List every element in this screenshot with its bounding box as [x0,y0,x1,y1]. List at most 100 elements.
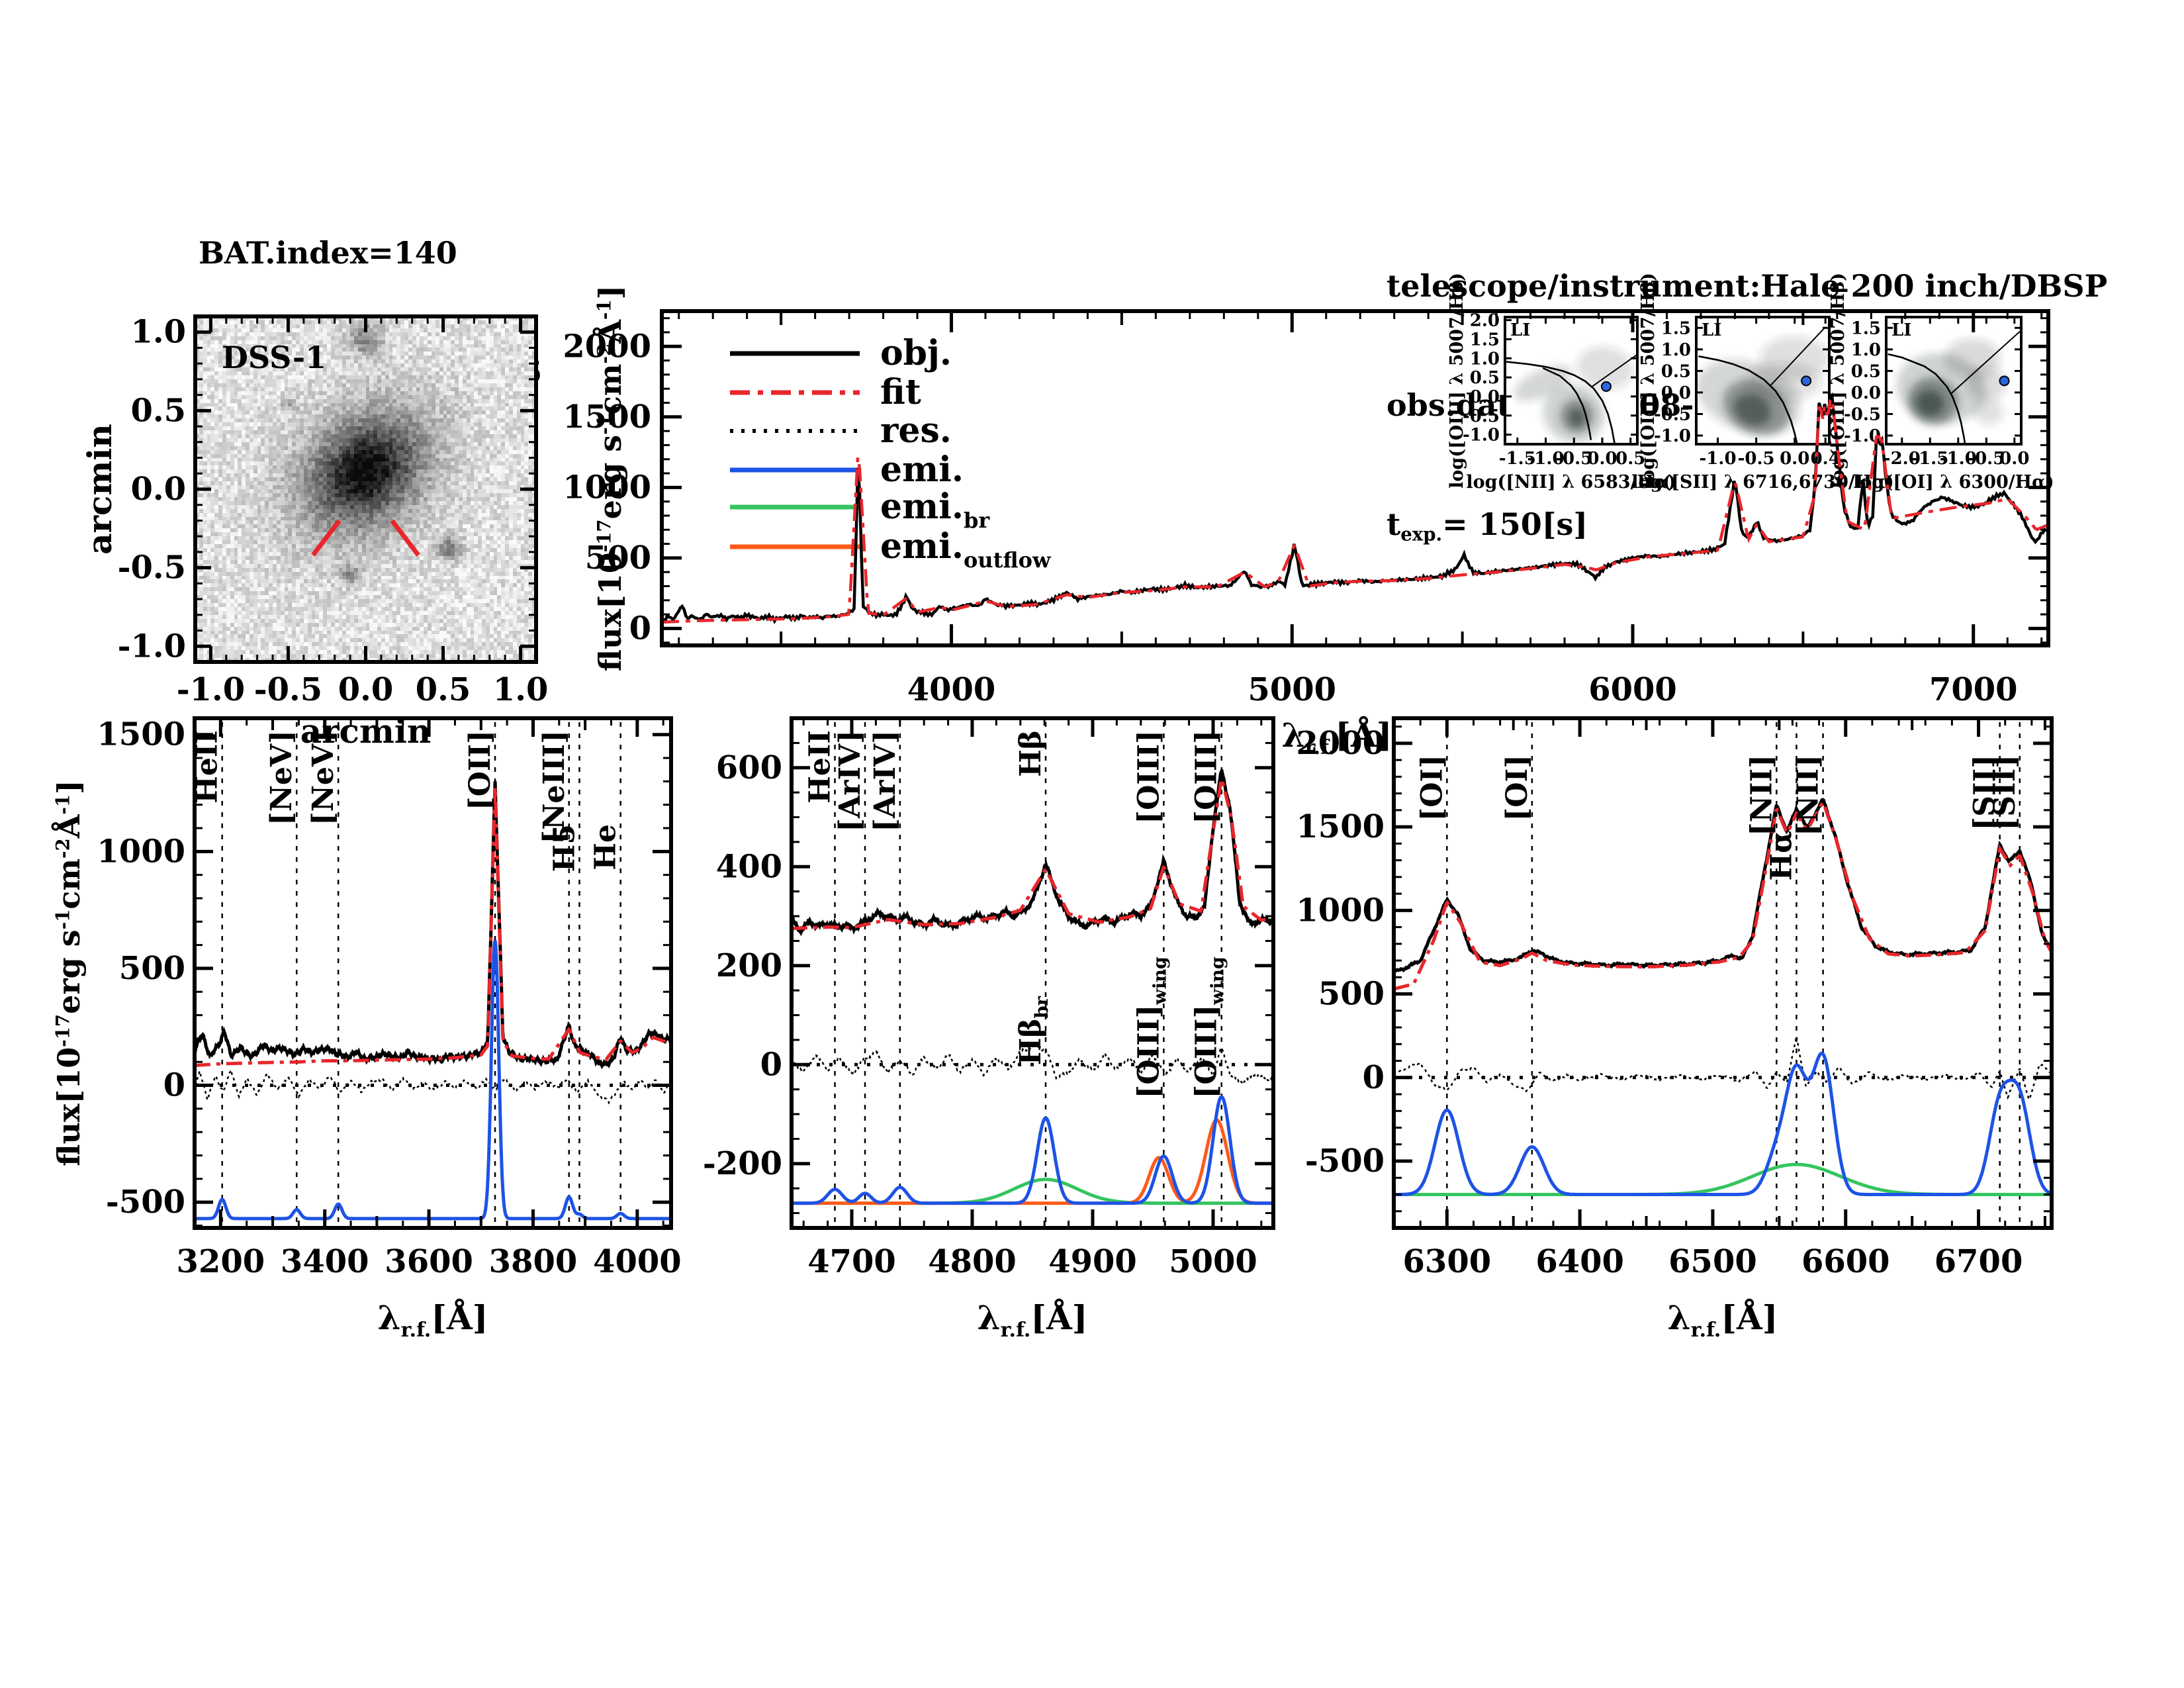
bpt-xtick-label: -1.5 [1911,449,1948,469]
bpt-xtick-label: 0.0 [1999,449,2029,469]
bpt-ytick-label: -1.0 [1463,426,1500,445]
bpt-ytick-label: 0.5 [1851,361,1881,381]
target-marker [311,519,341,557]
axis-frame [193,716,673,1230]
line-label: [NeIII] [537,730,571,844]
bpt-xtick-label: -1.0 [1940,449,1977,469]
zoom-ytick-label: 500 [1318,976,1385,1013]
bpt-ytick-label: 1.5 [1661,318,1691,338]
line-label: Hβ [1014,730,1048,777]
zoom-ytick-label: -500 [106,1184,185,1221]
res-curve [1394,1036,2052,1102]
axis-frame [790,716,1275,1230]
bpt-xtick-label: 0.0 [1780,449,1809,469]
bpt-ytick-label: -1.0 [1654,426,1691,446]
zoom-ytick-label: 1500 [1296,808,1385,845]
dss-xtick-label: -0.5 [254,671,322,708]
line-label: [OI] [1415,755,1449,821]
zoom-xaxis-title: λr.f.[Å] [1668,1298,1778,1342]
bpt-ytick-label: 0.0 [1661,383,1691,403]
hbeta-panel: 4700 4800 4900 5000 600 400 200 0 -200 λr.f.[Å] He… [703,716,1275,1342]
bpt-class-tag: LI [1891,320,1911,340]
zoom-xaxis-title: λr.f.[Å] [978,1298,1088,1342]
axis-frame [1885,316,2023,445]
bpt-ytick-label: 1.5 [1851,318,1881,338]
bpt-yaxis-title: log([OIII] λ 5007/Hβ) [1638,273,1659,489]
bpt-density [1896,338,2007,425]
dss-xtick-label: 0.5 [416,671,471,708]
bpt-demarcation-curve [1506,361,1616,444]
legend-label-3: emi. [880,449,964,490]
dss-ytick-label: 0.0 [130,471,186,508]
line-label: He [589,824,623,870]
bpt-ytick-label: -0.5 [1463,406,1500,426]
bpt-liner-line [1770,326,1826,386]
bpt-demarcation-curve [1698,355,1798,444]
exposure-time-part: exp. [1400,523,1443,545]
bpt-inset-0: -1.5-1.0-0.50.00.52.01.51.00.50.0-0.5-1.… [1447,273,1676,492]
bpt-xaxis-title: log([NII] λ 6583/Hα) [1466,472,1676,492]
main-ytick-label: 1500 [563,399,651,436]
zoom-xtick-label: 5000 [1169,1243,1257,1280]
target-marker [390,519,420,557]
emi-curve [195,940,671,1221]
bpt-demarcation-curve [1888,353,1966,444]
zoom-xtick-label: 6400 [1535,1243,1624,1280]
line-label: H5 [548,824,582,872]
res-curve [792,1042,1273,1087]
emi-curve [792,1095,1273,1205]
zoom-xaxis-title: λr.f.[Å] [378,1298,488,1342]
line-label: [OIII]wing [1190,957,1228,1098]
bpt-liner-line [1950,330,2021,395]
line-label: [SII] [1988,755,2022,831]
dss-ytick-label: -1.0 [118,628,186,665]
dss-xtick-label: 0.0 [338,671,394,708]
bpt-data-point [1999,375,2010,387]
bpt-data-point [1801,375,1812,387]
main-xtick-label: 4000 [907,671,996,708]
dss-image [195,316,536,662]
zoom-xtick-label: 6600 [1801,1243,1890,1280]
fit-curve [662,396,2048,624]
fit-curve [792,777,1273,931]
dss-ytick-label: 1.0 [130,314,186,351]
exposure-time-part: t [1387,506,1401,542]
line-label: [OI] [1500,755,1534,821]
main-ytick-label: 1000 [563,469,651,506]
main-ytick-label: 500 [585,539,651,577]
legend-label-0: obj. [880,333,952,373]
bpt-demarcation-curve [1542,367,1592,440]
bpt-xtick-label: -1.0 [1700,449,1737,469]
line-label: HeII [191,730,224,804]
zoom-xtick-label: 3600 [385,1243,473,1280]
bpt-data-point [1600,381,1612,392]
dss-panel: -1.0-1.0-0.5-0.50.00.00.50.51.01.0arcmin… [80,314,548,751]
main-xaxis-title: λr.f.[Å] [1282,716,1392,759]
dss-yaxis-title: arcmin [80,424,119,554]
zoom-xtick-label: 3200 [177,1243,265,1280]
exposure-time: texp.= 150[s] [1387,504,2107,554]
zoom-xtick-label: 4800 [928,1243,1017,1280]
emi-outflow-curve [792,1118,1273,1205]
zoom-xtick-label: 3400 [281,1243,369,1280]
legend-label-1: fit [880,372,921,412]
dss-xtick-label: 1.0 [493,671,549,708]
exposure-time-part: = 150[s] [1442,506,1588,542]
legend-label-4: emi.br [880,487,990,533]
zoom-ytick-label: 0 [1363,1059,1385,1096]
bpt-class-tag: LI [1702,320,1721,340]
line-label: Hα [1764,831,1798,880]
dss-ytick-label: -0.5 [118,549,186,586]
bpt-xtick-label: -1.5 [1499,449,1536,469]
zoom-ytick-label: 200 [716,947,782,984]
zoom-ytick-label: -200 [703,1145,782,1182]
zoom-ytick-label: 500 [119,950,185,987]
bpt-ytick-label: 0.0 [1470,387,1500,407]
zoom-xtick-label: 4900 [1048,1243,1137,1280]
main-ytick-label: 0 [629,610,651,647]
main-spectrum-panel: -1.5-1.0-0.50.00.52.01.51.00.50.0-0.5-1.… [563,273,2054,759]
zoom-ytick-label: 600 [716,749,782,786]
zoom-xtick-label: 6500 [1668,1243,1757,1280]
bpt-ytick-label: -0.5 [1654,404,1691,424]
